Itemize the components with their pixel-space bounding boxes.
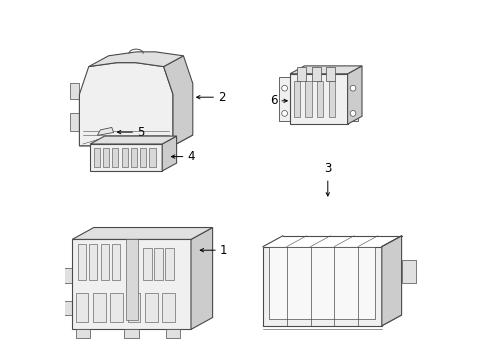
Polygon shape bbox=[110, 293, 123, 322]
Polygon shape bbox=[112, 244, 120, 280]
Polygon shape bbox=[63, 268, 72, 283]
Polygon shape bbox=[164, 56, 193, 146]
Polygon shape bbox=[100, 244, 109, 280]
Polygon shape bbox=[71, 83, 79, 99]
Text: 2: 2 bbox=[218, 91, 225, 104]
Bar bbox=[312, 67, 320, 81]
Polygon shape bbox=[144, 248, 152, 280]
Polygon shape bbox=[162, 136, 176, 171]
Polygon shape bbox=[93, 293, 106, 322]
Polygon shape bbox=[112, 148, 119, 167]
Text: 3: 3 bbox=[324, 162, 332, 175]
Polygon shape bbox=[77, 244, 86, 280]
Polygon shape bbox=[294, 81, 300, 117]
Polygon shape bbox=[191, 228, 213, 329]
Text: 4: 4 bbox=[187, 150, 195, 163]
Polygon shape bbox=[162, 293, 175, 322]
Polygon shape bbox=[125, 239, 138, 320]
Polygon shape bbox=[317, 81, 323, 117]
Circle shape bbox=[350, 85, 356, 91]
Polygon shape bbox=[124, 329, 139, 338]
Polygon shape bbox=[90, 144, 162, 171]
Polygon shape bbox=[94, 148, 100, 167]
Polygon shape bbox=[290, 74, 347, 124]
Polygon shape bbox=[402, 260, 416, 283]
Bar bbox=[326, 67, 335, 81]
Text: 5: 5 bbox=[137, 126, 145, 139]
Polygon shape bbox=[76, 329, 90, 338]
Text: 1: 1 bbox=[220, 244, 227, 257]
Polygon shape bbox=[98, 127, 114, 135]
Polygon shape bbox=[279, 77, 290, 121]
Polygon shape bbox=[347, 77, 358, 121]
Circle shape bbox=[282, 85, 288, 91]
Polygon shape bbox=[76, 293, 88, 322]
Polygon shape bbox=[263, 247, 382, 326]
Polygon shape bbox=[79, 63, 173, 146]
Bar bbox=[297, 67, 306, 81]
Polygon shape bbox=[305, 81, 312, 117]
Polygon shape bbox=[90, 136, 176, 144]
Polygon shape bbox=[166, 329, 180, 338]
Polygon shape bbox=[89, 52, 183, 67]
Polygon shape bbox=[165, 248, 174, 280]
Circle shape bbox=[282, 111, 288, 116]
Polygon shape bbox=[103, 148, 109, 167]
Polygon shape bbox=[79, 135, 193, 146]
Polygon shape bbox=[173, 113, 182, 131]
Polygon shape bbox=[71, 113, 79, 131]
Polygon shape bbox=[122, 148, 128, 167]
Polygon shape bbox=[154, 248, 163, 280]
Polygon shape bbox=[347, 66, 362, 124]
Polygon shape bbox=[290, 66, 362, 74]
Polygon shape bbox=[131, 148, 137, 167]
Polygon shape bbox=[149, 148, 155, 167]
Polygon shape bbox=[263, 315, 402, 326]
Polygon shape bbox=[89, 244, 97, 280]
Polygon shape bbox=[270, 247, 375, 319]
Text: 6: 6 bbox=[270, 94, 277, 107]
Polygon shape bbox=[382, 236, 402, 326]
Polygon shape bbox=[72, 228, 213, 239]
Polygon shape bbox=[63, 301, 72, 315]
Polygon shape bbox=[127, 293, 140, 322]
Circle shape bbox=[350, 111, 356, 116]
Polygon shape bbox=[140, 148, 146, 167]
Polygon shape bbox=[145, 293, 157, 322]
Polygon shape bbox=[72, 239, 191, 329]
Polygon shape bbox=[329, 81, 335, 117]
